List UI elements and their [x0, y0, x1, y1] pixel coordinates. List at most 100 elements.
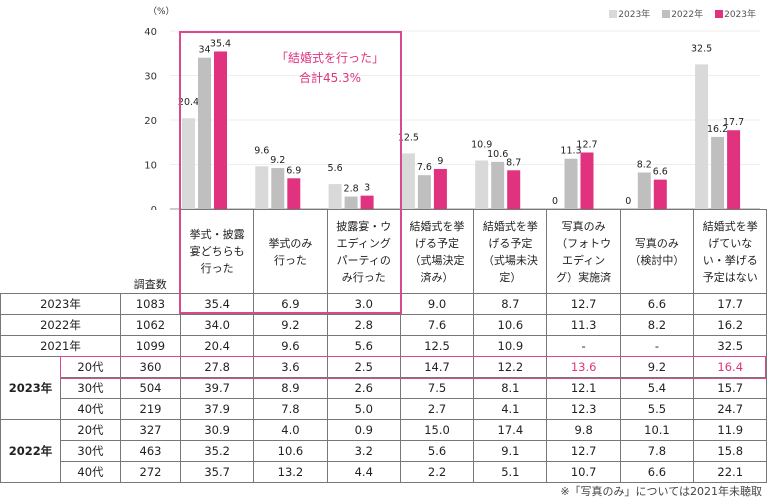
data-label: 10.9: [471, 139, 492, 150]
age-label: 30代: [60, 440, 121, 462]
table-cell: 5.0: [326, 398, 401, 420]
bar: [328, 184, 342, 209]
data-label: 8.2: [637, 160, 652, 171]
column-header-line: 行った: [273, 253, 307, 267]
sample-count: 504: [120, 377, 181, 399]
data-label: 34: [198, 45, 210, 56]
bar: [401, 153, 415, 209]
data-label: 0: [552, 196, 558, 207]
data-label: 7.6: [417, 162, 432, 173]
table-cell: 10.6: [473, 314, 548, 336]
y-tick-label: 10: [144, 161, 157, 172]
annotation-line2: 合計45.3%: [298, 71, 362, 85]
column-header-line: 写真のみ: [634, 236, 679, 250]
annotation: 「結婚式を行った」 合計45.3%: [255, 48, 405, 88]
table-row: 2022年 1062 34.0 9.2 2.8 7.6 10.6 11.3 8.2 16.2: [0, 314, 768, 336]
table-cell: 0.9: [326, 419, 401, 441]
table-cell: 5.6: [326, 335, 401, 357]
sample-count: 1099: [120, 335, 181, 357]
column-header-line: 予定はない: [702, 270, 758, 284]
table-row: 30代 504 39.7 8.9 2.6 7.5 8.1 12.1 5.4 15.7: [1, 377, 768, 399]
table-cell: 5.1: [473, 461, 548, 483]
legend: 2023年 2022年 2023年: [609, 7, 756, 20]
data-label: 32.5: [691, 43, 712, 54]
table-cell: 4.0: [253, 419, 328, 441]
data-label: 8.7: [506, 157, 521, 168]
column-header-line: 写真のみ: [561, 219, 606, 233]
table-cell: 2.6: [326, 377, 401, 399]
table-cell: -: [619, 335, 695, 357]
blank-header: [1, 210, 121, 294]
table-cell: 35.4: [179, 293, 255, 315]
data-label: 0: [625, 196, 631, 207]
table-cell: 7.5: [399, 377, 475, 399]
table-cell: 2.8: [326, 314, 401, 336]
table-row: 2023年 20代 360 27.8 3.6 2.5 14.7 12.2 13.6 9.2 16.4: [0, 356, 768, 420]
table-cell: 37.9: [179, 398, 255, 420]
table-cell: 10.7: [546, 461, 621, 483]
table-cell: 15.7: [693, 377, 768, 399]
table-cell: 39.7: [179, 377, 255, 399]
column-header-line: 結婚式を挙: [702, 219, 758, 233]
bar: [287, 178, 301, 209]
column-header-line: 定）: [499, 270, 522, 284]
legend-item: 2023年: [609, 7, 650, 20]
table-cell: 17.7: [693, 293, 768, 315]
annotation-line1: 「結婚式を行った」: [275, 51, 384, 65]
data-label: 9: [437, 156, 443, 167]
data-label: 9.2: [270, 155, 285, 166]
table-cell: 12.7: [546, 440, 621, 462]
highlight-row-2023-20s: [60, 356, 766, 379]
table-cell: 3.2: [326, 440, 401, 462]
bar: [653, 179, 667, 209]
data-label: 6.6: [653, 167, 668, 178]
column-header: 写真のみ （検討中）: [619, 209, 695, 294]
legend-swatch: [609, 10, 618, 18]
column-header: 結婚式を挙げていない・挙げる予定はない: [693, 209, 768, 294]
table-cell: 7.6: [399, 314, 475, 336]
table-cell: 30.9: [179, 419, 255, 441]
table-cell: 7.8: [619, 440, 695, 462]
table-cell: 34.0: [179, 314, 255, 336]
data-label: 11.3: [560, 146, 581, 157]
row-label: 2023年: [0, 293, 121, 315]
table-cell: 15.0: [399, 419, 475, 441]
sample-count: 1062: [120, 314, 181, 336]
table-cell: 5.5: [619, 398, 695, 420]
column-header-line: エディン: [562, 253, 606, 267]
age-label: 20代: [60, 419, 121, 441]
table-cell: 5.6: [399, 440, 475, 462]
column-header-line: （フォトウ: [556, 236, 612, 250]
age-label: 40代: [60, 461, 121, 483]
table-cell: 4.1: [473, 398, 548, 420]
column-header-line: い・挙げる: [702, 253, 758, 267]
data-label: 10.6: [487, 149, 508, 160]
legend-label: 2023年: [724, 10, 756, 20]
column-header-line: （検討中）: [629, 253, 685, 267]
data-label: 16.2: [707, 124, 728, 135]
table-cell: 10.1: [619, 419, 695, 441]
column-header-line: エディング: [336, 236, 391, 250]
bar: [214, 51, 227, 209]
bar: [637, 172, 651, 209]
group-label: 2023年: [0, 356, 61, 420]
column-header-line: グ）実施済: [556, 270, 612, 284]
table-row: 2022年 20代 327 30.9 4.0 0.9 15.0 17.4 9.8 10.1 11.9: [0, 419, 768, 483]
bar: [198, 57, 211, 210]
legend-swatch: [662, 10, 671, 18]
data-label: 6.9: [286, 165, 301, 176]
table-cell: 12.1: [546, 377, 621, 399]
bar: [344, 196, 358, 209]
bar: [491, 161, 505, 209]
column-header-line: げていな: [708, 236, 753, 250]
table-cell: 32.5: [693, 335, 768, 357]
legend-label: 2023年: [618, 10, 651, 20]
group-label: 2022年: [0, 419, 61, 483]
bar: [417, 175, 431, 209]
column-header-line: 結婚式を挙: [482, 219, 538, 233]
table-cell: 6.6: [619, 461, 695, 483]
sample-count: 272: [120, 461, 181, 483]
table-cell: 16.4: [693, 356, 768, 378]
column-header: 結婚式を挙 げる予定 （式場決定 済み）: [399, 209, 475, 294]
row-label: 2022年: [0, 314, 121, 336]
